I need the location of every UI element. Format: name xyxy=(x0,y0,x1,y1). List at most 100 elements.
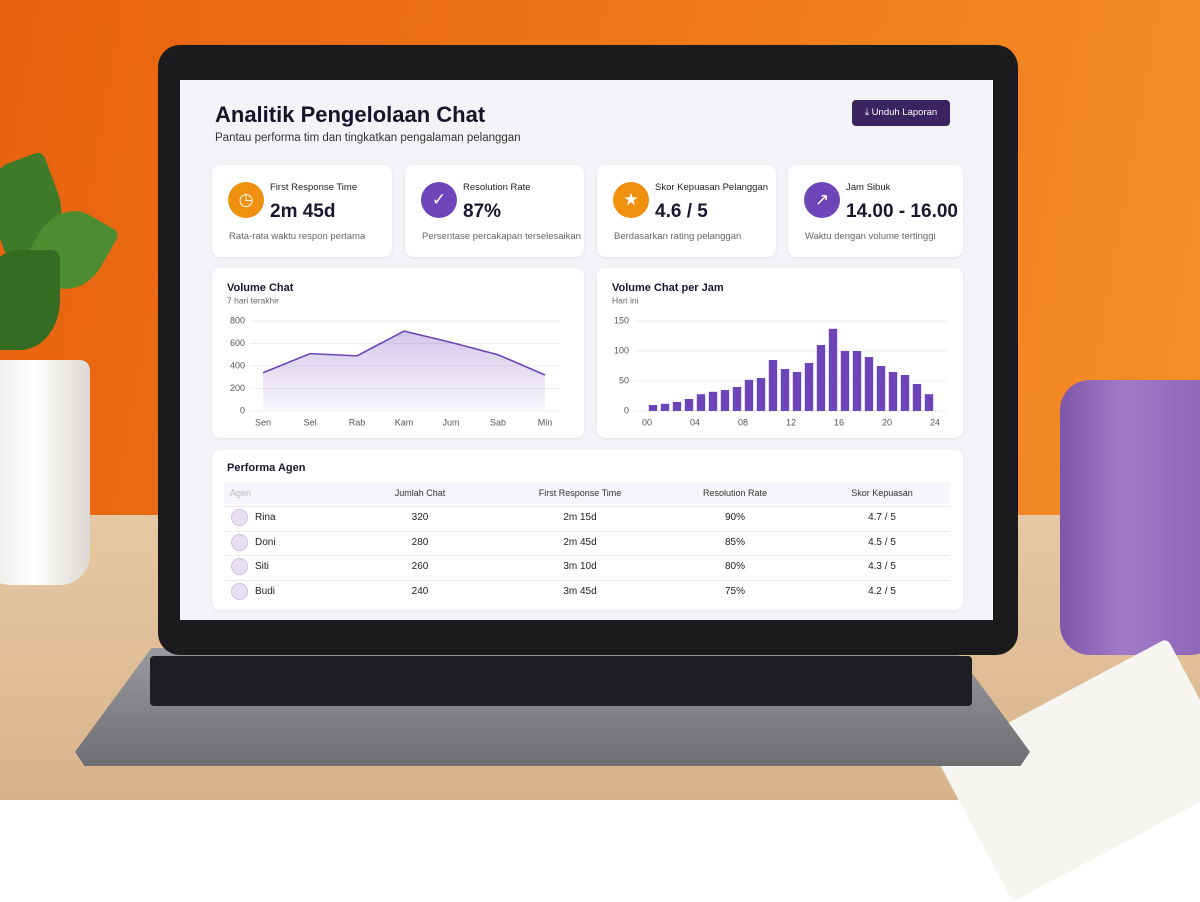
bar xyxy=(828,328,838,411)
y-tick-label: 0 xyxy=(240,405,245,415)
x-tick-label: 24 xyxy=(930,417,940,427)
bar xyxy=(864,357,874,411)
bar xyxy=(900,375,910,411)
table-cell: 320 xyxy=(411,512,429,523)
kpi-card: ★ Skor Kepuasan Pelanggan 4.6 / 5 Berdas… xyxy=(597,165,776,257)
bar-chart: Volume Chat per Jam Hari ini 0 50 100 150 00… xyxy=(612,282,947,427)
kpi-value: 2m 45d xyxy=(270,201,336,222)
pot xyxy=(0,360,90,585)
x-tick-label: Rab xyxy=(349,417,366,427)
x-tick-label: 20 xyxy=(882,417,892,427)
button-label[interactable]: Unduh Laporan xyxy=(871,107,938,118)
page-title: Analitik Pengelolaan Chat xyxy=(215,102,486,127)
kpi-value: 87% xyxy=(463,201,502,222)
kpi-card: ↗ Jam Sibuk 14.00 - 16.00 Waktu dengan v… xyxy=(788,165,963,257)
table-cell: 3m 45d xyxy=(563,585,597,597)
bar xyxy=(804,363,814,411)
chart-subtitle: 7 hari terakhir xyxy=(227,295,279,305)
x-tick-label: 00 xyxy=(642,417,652,427)
x-tick-label: 12 xyxy=(786,417,796,427)
bar xyxy=(840,351,850,411)
table-cell: 2m 15d xyxy=(563,512,597,523)
bar xyxy=(696,394,706,411)
bar xyxy=(792,372,802,411)
bar xyxy=(876,366,886,411)
x-tick-label: Min xyxy=(538,417,553,427)
table-cell: 260 xyxy=(411,561,429,572)
column-header: Resolution Rate xyxy=(702,488,768,498)
avatar xyxy=(231,533,248,551)
row-divider xyxy=(224,530,950,532)
header-row xyxy=(224,482,950,504)
table-cell: 280 xyxy=(411,536,429,548)
kpi-icon: ◷ xyxy=(228,182,264,218)
table: Agen Jumlah Chat First Response Time Resolu… xyxy=(212,482,963,608)
x-tick-label: 16 xyxy=(834,417,844,427)
kpi-title: Skor Kepuasan Pelanggan xyxy=(655,182,769,193)
area xyxy=(263,331,545,411)
table-cell: 240 xyxy=(411,585,429,597)
y-tick-label: 50 xyxy=(619,375,629,385)
bar xyxy=(924,394,934,411)
x-tick-label: Sab xyxy=(490,417,506,427)
table-cell: Siti xyxy=(255,561,269,572)
kpi-caption: Rata-rata waktu respon pertama xyxy=(229,231,366,242)
bar xyxy=(912,384,922,411)
kpi-icon: ↗ xyxy=(804,182,840,218)
y-tick-label: 150 xyxy=(614,315,629,325)
bar xyxy=(744,379,754,411)
bar xyxy=(648,405,658,411)
bar xyxy=(720,390,730,411)
table-title: Performa Agen xyxy=(227,462,306,474)
kpi-title: First Response Time xyxy=(270,182,358,193)
kpi-title: Resolution Rate xyxy=(463,182,531,193)
keyboard xyxy=(150,656,972,706)
line xyxy=(262,330,546,376)
bar xyxy=(780,369,790,411)
chart-card: Volume Chat per Jam Hari ini 0 50 100 150 00… xyxy=(597,268,963,438)
leaf xyxy=(0,250,60,350)
x-tick-label: 08 xyxy=(738,417,748,427)
bar xyxy=(732,387,742,411)
table-cell: 4.2 / 5 xyxy=(868,585,896,597)
kpi-caption: Berdasarkan rating pelanggan xyxy=(614,231,742,242)
bar xyxy=(660,403,670,411)
bar xyxy=(756,378,766,411)
y-tick-label: 400 xyxy=(230,360,245,370)
bar xyxy=(672,402,682,411)
line-chart: Volume Chat 7 hari terakhir 0 200 400 600 80… xyxy=(227,282,560,427)
y-tick-label: 800 xyxy=(230,315,245,325)
x-tick-label: Kam xyxy=(395,417,414,427)
table-cell: 80% xyxy=(724,561,746,572)
row-divider xyxy=(224,506,950,507)
table-cell: Rina xyxy=(255,512,276,523)
kpi-caption: Persentase percakapan terselesaikan xyxy=(422,231,581,242)
table-cell: 3m 10d xyxy=(563,561,597,572)
chart-title: Volume Chat per Jam xyxy=(612,282,724,294)
kpi-value: 14.00 - 16.00 xyxy=(846,201,958,222)
table-card: Performa Agen Agen Jumlah Chat First Respo… xyxy=(212,450,963,610)
table-cell: 4.7 / 5 xyxy=(868,512,896,523)
x-tick-label: Sel xyxy=(303,417,316,427)
column-header: Jumlah Chat xyxy=(394,488,446,498)
download-button[interactable]: ⤓ Unduh Laporan xyxy=(852,100,950,126)
bar xyxy=(888,372,898,411)
bar xyxy=(768,360,778,411)
avatar xyxy=(231,509,248,526)
y-tick-label: 100 xyxy=(614,345,629,355)
y-tick-label: 600 xyxy=(230,338,245,348)
chart-title: Volume Chat xyxy=(227,282,294,294)
chart-subtitle: Hari ini xyxy=(612,295,639,305)
row-divider xyxy=(224,555,950,556)
kpi-value: 4.6 / 5 xyxy=(655,201,708,222)
avatar xyxy=(231,558,248,575)
page-subtitle: Pantau performa tim dan tingkatkan penga… xyxy=(215,132,521,144)
x-tick-label: 04 xyxy=(690,417,700,427)
bar xyxy=(708,391,718,411)
column-header: Agen xyxy=(230,488,252,498)
kpi-card: ◷ First Response Time 2m 45d Rata-rata w… xyxy=(212,165,392,257)
y-tick-label: 0 xyxy=(624,405,629,415)
column-header: First Response Time xyxy=(538,488,622,498)
bar xyxy=(852,351,862,411)
